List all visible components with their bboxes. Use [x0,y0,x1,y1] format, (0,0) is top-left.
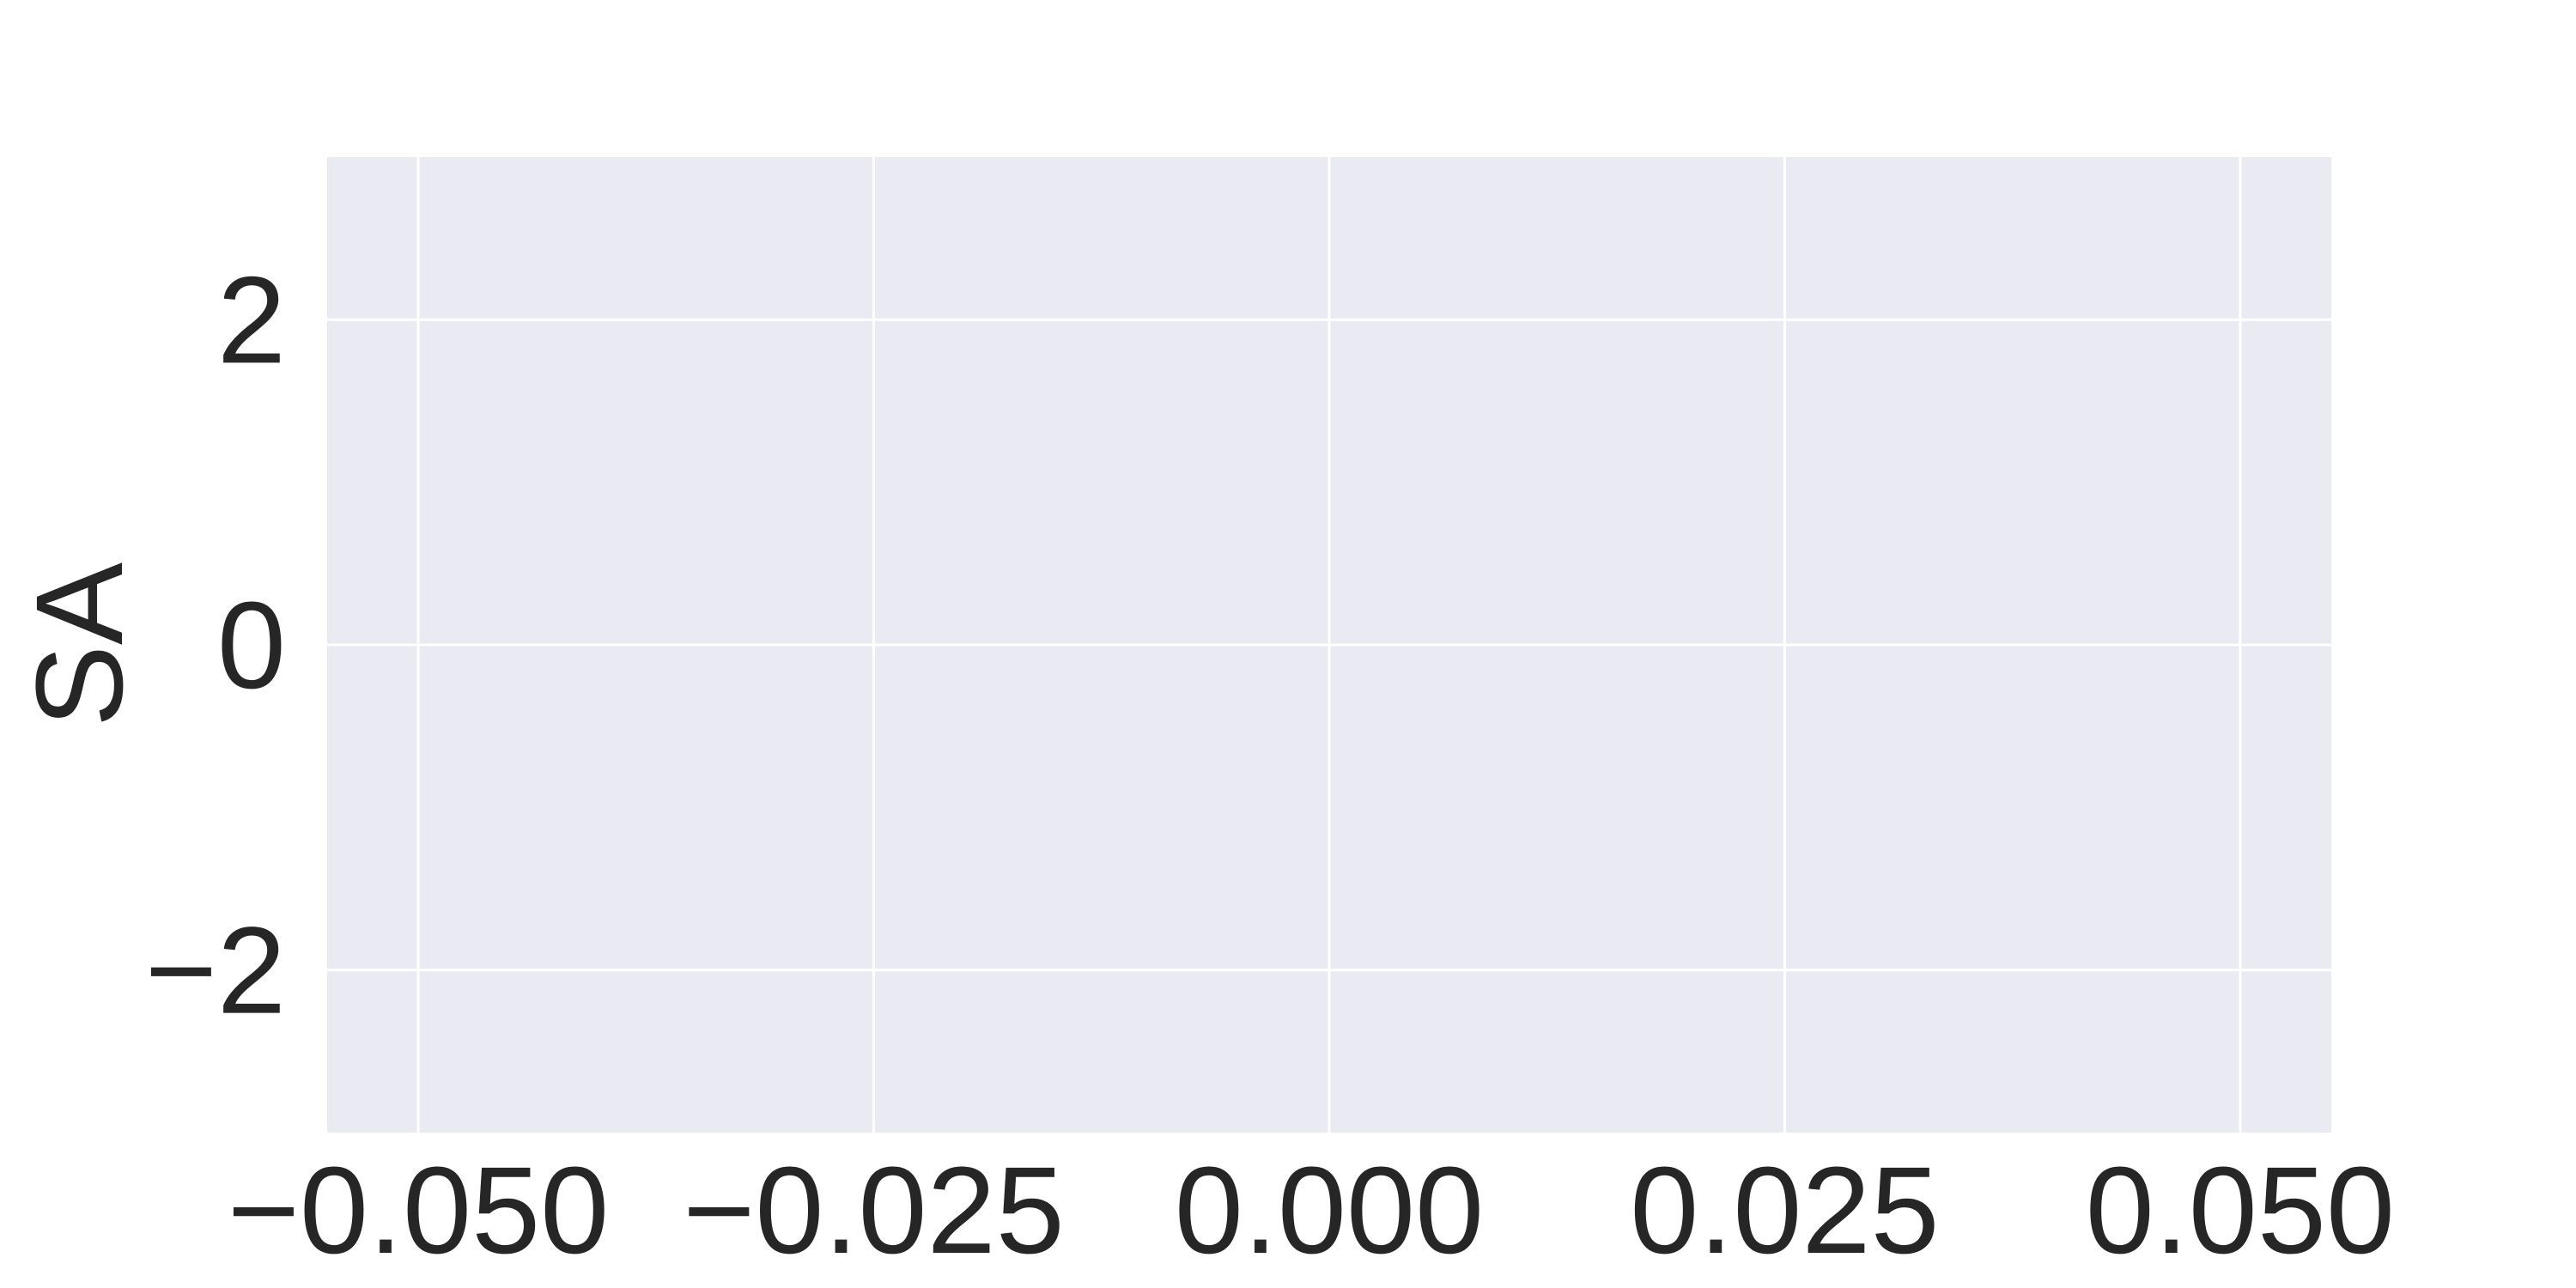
y-axis-label: SA [10,562,149,727]
y-tick-label: 2 [217,251,286,389]
grid-lines [327,157,2331,1133]
x-tick-labels: −0.050 −0.025 0.000 0.025 0.050 [228,1141,2395,1279]
x-tick-label: 0.025 [1630,1141,1939,1279]
y-tick-labels: −2 0 2 [145,251,286,1039]
x-tick-label: −0.050 [228,1141,609,1279]
x-tick-label: 0.050 [2086,1141,2395,1279]
y-tick-label: −2 [145,902,286,1040]
x-tick-label: −0.025 [683,1141,1064,1279]
y-tick-label: 0 [217,576,286,714]
x-tick-label: 0.000 [1175,1141,1484,1279]
